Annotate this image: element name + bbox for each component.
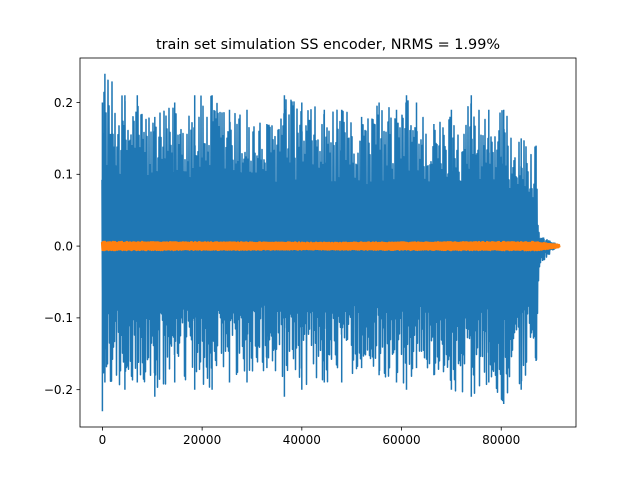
- x-tick-label: 0: [99, 433, 107, 447]
- series-layer: [100, 73, 561, 412]
- x-tick-label: 80000: [482, 433, 520, 447]
- y-tick-label: −0.1: [44, 311, 73, 325]
- y-tick-label: 0.1: [54, 168, 73, 182]
- y-tick-label: −0.2: [44, 383, 73, 397]
- y-tick-label: 0.0: [54, 239, 73, 253]
- y-tick-label: 0.2: [54, 96, 73, 110]
- x-tick-label: 20000: [183, 433, 221, 447]
- series-2-line: [100, 240, 561, 252]
- axes-frame: [79, 57, 577, 428]
- chart-title: train set simulation SS encoder, NRMS = …: [156, 37, 500, 53]
- x-axis: 0 20000 40000 60000 80000: [99, 427, 520, 447]
- x-tick-label: 40000: [283, 433, 321, 447]
- plot-area: [79, 57, 577, 428]
- x-tick-label: 60000: [382, 433, 420, 447]
- y-axis: −0.2 −0.1 0.0 0.1 0.2: [44, 96, 80, 397]
